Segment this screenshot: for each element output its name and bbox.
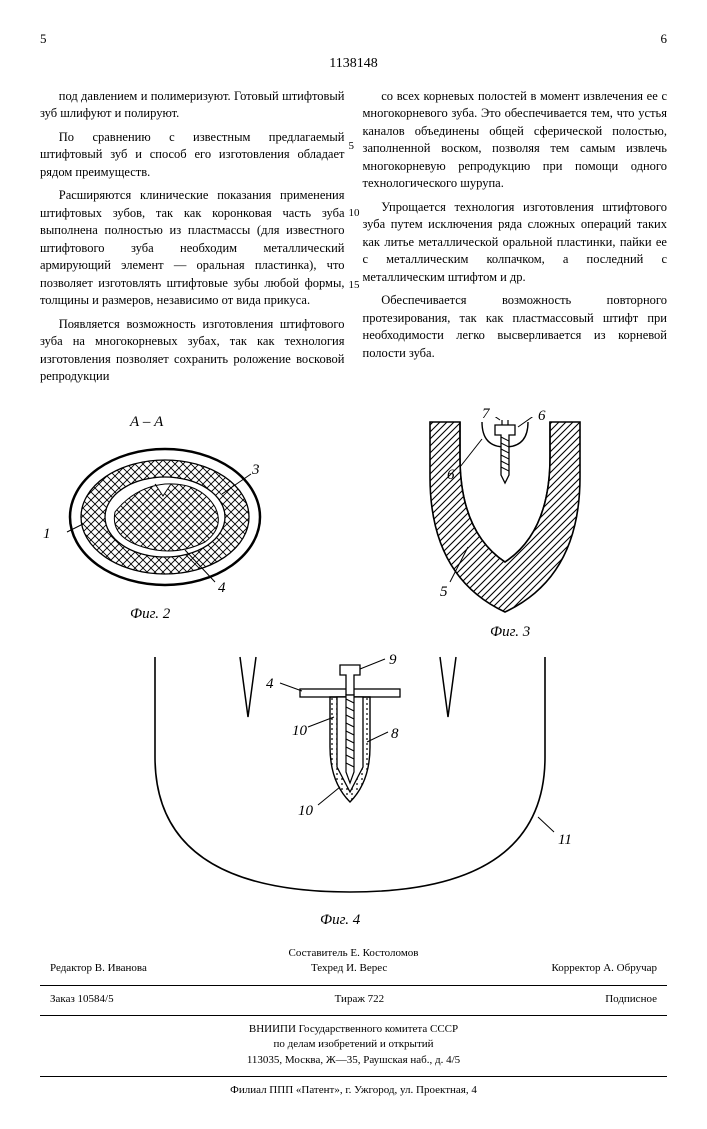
section-label: А – А — [130, 412, 163, 433]
footer-signed: Подписное — [605, 992, 657, 1007]
left-column: под давлением и полимеризуют. Готовый шт… — [40, 88, 345, 392]
text-columns: под давлением и полимеризуют. Готовый шт… — [40, 88, 667, 392]
footer-org1: ВНИИПИ Государственного комитета СССР — [40, 1022, 667, 1037]
fig3-callout-6b: 6 — [538, 406, 546, 427]
right-p3: Обеспечивается возможность повторного пр… — [363, 292, 668, 362]
left-page-num: 5 — [40, 30, 47, 48]
fig4-callout-10a: 10 — [292, 721, 307, 742]
footer-print-run: Тираж 722 — [335, 992, 385, 1007]
line-num-5: 5 — [349, 139, 355, 154]
line-num-10: 10 — [349, 206, 360, 221]
footer-order: Заказ 10584/5 — [50, 992, 114, 1007]
footer-corrector: Корректор А. Обручар — [551, 961, 657, 976]
left-p4: Появляется возможность изготовления штиф… — [40, 316, 345, 386]
footer-branch: Филиал ППП «Патент», г. Ужгород, ул. Про… — [40, 1083, 667, 1098]
fig3-callout-5: 5 — [440, 582, 448, 603]
fig4-callout-11: 11 — [558, 830, 572, 851]
left-p2: По сравнению с известным предлагаемый шт… — [40, 129, 345, 182]
right-p2: Упрощается технология изготовления штифт… — [363, 199, 668, 287]
left-p3: Расширяются клинические показания примен… — [40, 187, 345, 310]
line-num-15: 15 — [349, 278, 360, 293]
fig3-callout-6a: 6 — [447, 465, 455, 486]
figure-2 — [55, 432, 275, 602]
fig2-callout-1: 1 — [43, 524, 51, 545]
right-page-num: 6 — [661, 30, 668, 48]
fig3-label: Фиг. 3 — [490, 622, 530, 643]
fig2-label: Фиг. 2 — [130, 604, 170, 625]
right-p1: со всех корневых полостей в момент извле… — [363, 88, 668, 193]
fig4-callout-4: 4 — [266, 674, 274, 695]
footer-addr: 113035, Москва, Ж—35, Раушская наб., д. … — [40, 1053, 667, 1068]
fig2-callout-3: 3 — [252, 460, 260, 481]
footer-editor: Редактор В. Иванова — [50, 961, 147, 976]
footer: Составитель Е. Костоломов Редактор В. Ив… — [40, 946, 667, 1099]
fig4-callout-9: 9 — [389, 650, 397, 671]
footer-compiler: Составитель Е. Костоломов — [40, 946, 667, 961]
figures-area: А – А 1 3 4 Фиг. 2 — [40, 412, 667, 942]
figure-4 — [140, 647, 560, 907]
fig4-callout-10b: 10 — [298, 801, 313, 822]
footer-org2: по делам изобретений и открытий — [40, 1037, 667, 1052]
left-p1: под давлением и полимеризуют. Готовый шт… — [40, 88, 345, 123]
footer-tech: Техред И. Верес — [311, 961, 387, 976]
fig4-label: Фиг. 4 — [320, 910, 360, 931]
fig4-callout-8: 8 — [391, 724, 399, 745]
right-column: 5 10 15 со всех корневых полостей в моме… — [363, 88, 668, 392]
doc-number: 1138148 — [40, 54, 667, 74]
fig3-callout-7: 7 — [482, 404, 490, 425]
fig2-callout-4: 4 — [218, 578, 226, 599]
